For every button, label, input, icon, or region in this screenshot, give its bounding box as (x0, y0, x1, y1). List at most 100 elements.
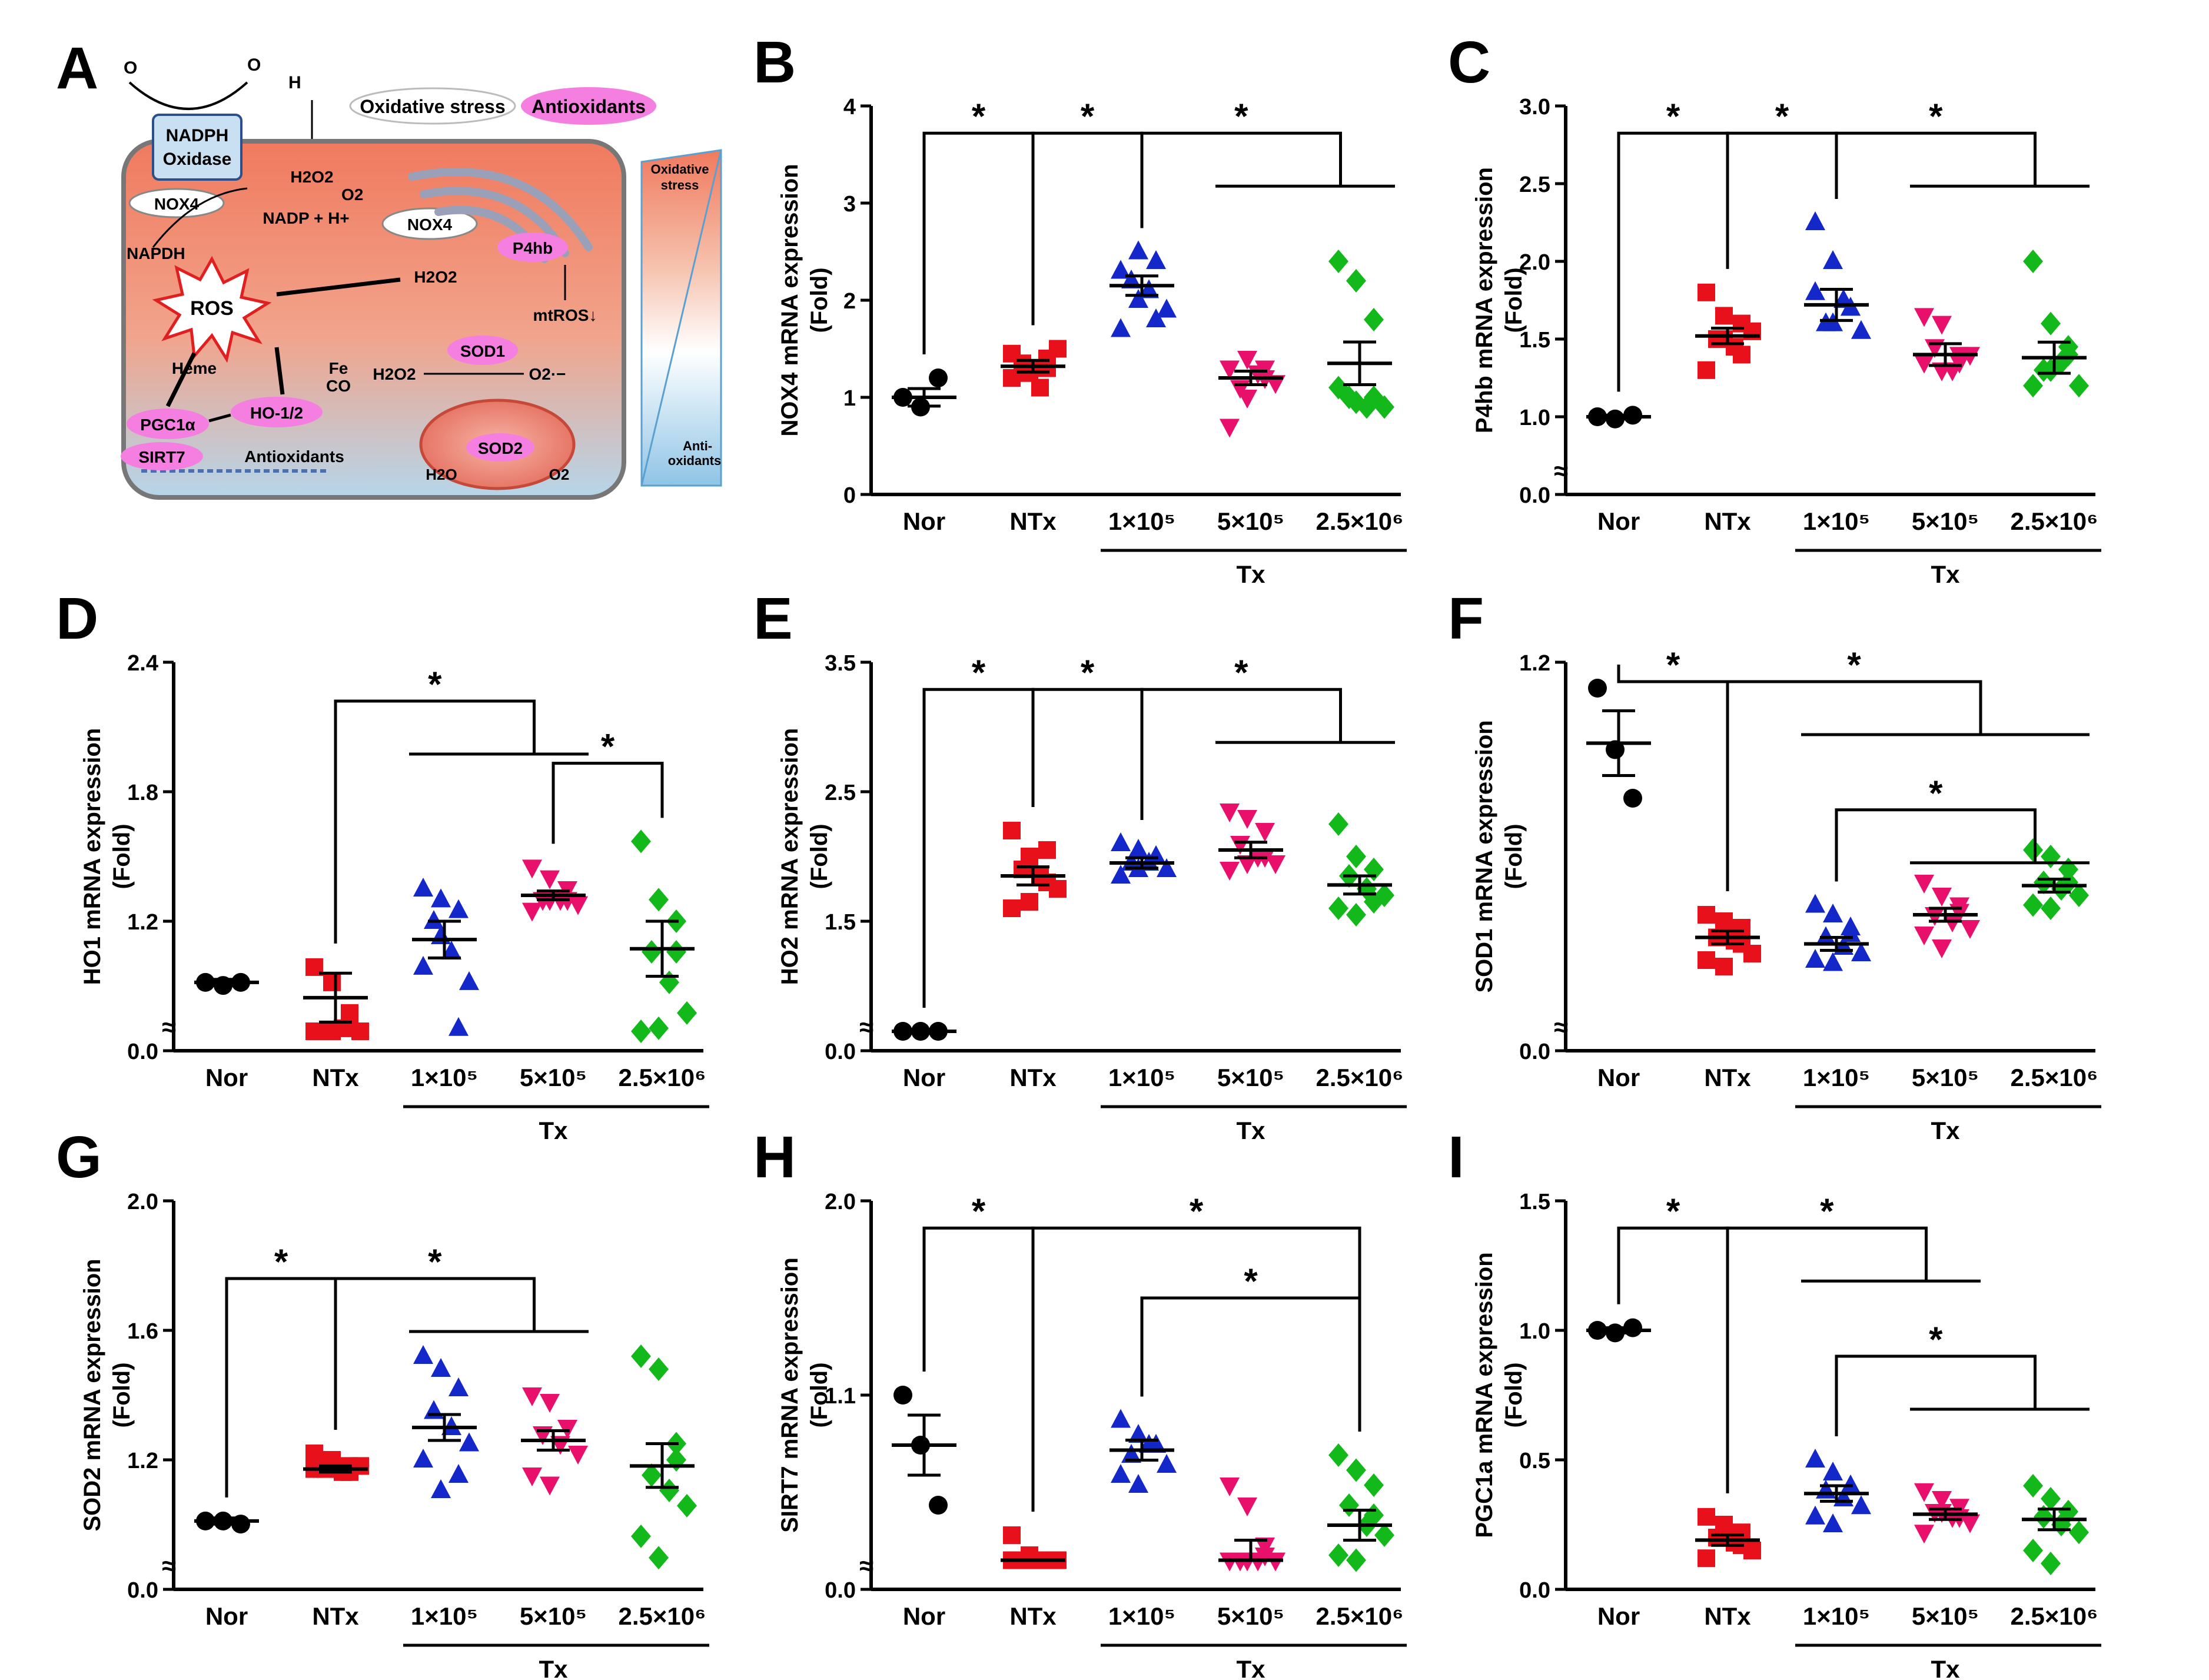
data-point (1111, 832, 1131, 851)
data-point (1851, 320, 1871, 339)
sig-star: * (1847, 645, 1861, 685)
nox4-right-oval (381, 207, 478, 240)
x-tick-label: Nor (205, 1602, 248, 1630)
x-tick-label: NTx (1009, 1602, 1057, 1630)
data-point (1157, 298, 1177, 318)
panel-letter-f: F (1448, 586, 1484, 652)
sig-star: * (1775, 97, 1789, 136)
sig-star: * (274, 1242, 288, 1281)
data-point (1698, 283, 1715, 301)
data-point (2041, 845, 2061, 868)
ho12-label: HO-1/2 (250, 404, 303, 422)
y-tick-label: 0 (843, 483, 856, 508)
data-point (1932, 1491, 1952, 1510)
nadph-oxidase-line1: NADPH (166, 126, 229, 145)
sig-star: * (1666, 1191, 1680, 1231)
data-point (1121, 270, 1141, 288)
h2o2-top-label: H (288, 73, 301, 92)
data-point (2023, 374, 2043, 398)
data-point (1328, 812, 1348, 836)
sig-star: * (601, 727, 615, 766)
data-point (1346, 390, 1366, 414)
data-point (1364, 308, 1384, 331)
y-axis-unit-label: (Fold) (806, 267, 832, 333)
y-axis-label: P4hb mRNA expression (1471, 167, 1497, 433)
data-point (1932, 939, 1952, 958)
data-point (2069, 1520, 2089, 1545)
x-tick-label: 5×10⁵ (1217, 507, 1284, 535)
sig-bracket (334, 1277, 536, 1430)
side-oxidative-1: Oxidative (650, 162, 709, 177)
sig-bracket (922, 1226, 1035, 1512)
data-point (1265, 375, 1285, 394)
data-point (631, 1020, 651, 1043)
data-point (929, 368, 948, 387)
y-axis-unit-label: (Fold) (1501, 824, 1527, 889)
tx-label: Tx (1236, 1655, 1265, 1680)
data-point (431, 888, 451, 908)
y-tick-label: 2.0 (825, 1190, 856, 1214)
data-point (1346, 269, 1366, 293)
data-point (1823, 1513, 1843, 1532)
x-tick-label: Nor (1597, 1064, 1640, 1091)
data-point (1255, 823, 1275, 842)
sig-bracket (1140, 131, 1342, 228)
sig-bracket (1617, 1226, 1729, 1493)
schematic-panel: A Oxidative stress Antioxidants O O H NA… (56, 35, 722, 500)
data-point (1049, 340, 1067, 358)
sod1-oval (447, 336, 518, 365)
data-point (540, 870, 560, 889)
sig-bracket (922, 688, 1035, 1008)
x-tick-label: NTx (1704, 1064, 1751, 1091)
data-point (1255, 1538, 1275, 1556)
x-tick-label: 1×10⁵ (1803, 1602, 1870, 1630)
o2-top-label: O (124, 58, 137, 78)
x-tick-label: NTx (1009, 1064, 1057, 1091)
x-tick-label: NTx (1009, 507, 1057, 535)
data-point (1128, 240, 1148, 260)
y-tick-label: 1.8 (127, 781, 158, 805)
y-axis-unit-label: (Fold) (109, 824, 135, 889)
sod2-oval (466, 433, 534, 461)
sig-star: * (972, 97, 986, 136)
tx-label: Tx (1931, 1117, 1960, 1144)
y-tick-label: 1.5 (1519, 328, 1550, 353)
tx-label: Tx (1931, 1655, 1960, 1680)
data-point (540, 1394, 560, 1413)
data-point (1914, 1525, 1934, 1544)
sig-star: * (1234, 97, 1248, 136)
x-tick-label: NTx (1704, 1602, 1751, 1630)
sig-star: * (1820, 1191, 1834, 1231)
axis-break-mark: ≈ (162, 1552, 176, 1581)
data-point (1230, 836, 1250, 855)
mtros-label: mtROS↓ (533, 306, 597, 324)
sig-bracket (1031, 1226, 1361, 1512)
h2o2-a-label: H2O2 (290, 168, 333, 186)
data-point (1128, 1474, 1148, 1493)
data-point (1111, 260, 1131, 279)
legend-oxidative-oval (349, 87, 516, 125)
y-tick-label: 4 (843, 95, 856, 119)
panel-letter-e: E (753, 586, 793, 652)
data-point (1157, 858, 1177, 877)
data-point (1328, 250, 1348, 273)
data-point (424, 1400, 444, 1419)
top-arc-arrow (128, 81, 248, 110)
data-point (2023, 838, 2043, 862)
data-point (1851, 1495, 1871, 1515)
data-point (431, 1479, 451, 1498)
axis-break-mark: ≈ (859, 1552, 873, 1581)
side-oxidative-2: stress (661, 178, 699, 192)
x-tick-label: Nor (1597, 507, 1640, 535)
x-tick-label: NTx (1704, 507, 1751, 535)
nox4-right-label: NOX4 (407, 215, 453, 234)
sig-star: * (1666, 97, 1680, 136)
sig-star: * (1081, 653, 1095, 692)
y-axis-unit-label: (Fold) (806, 824, 832, 889)
y-tick-label: 2.5 (825, 781, 856, 805)
y-tick-label: 2.0 (1519, 250, 1550, 275)
data-point (649, 1016, 669, 1040)
y-tick-label: 1.6 (127, 1319, 158, 1344)
tx-label: Tx (1236, 560, 1265, 588)
